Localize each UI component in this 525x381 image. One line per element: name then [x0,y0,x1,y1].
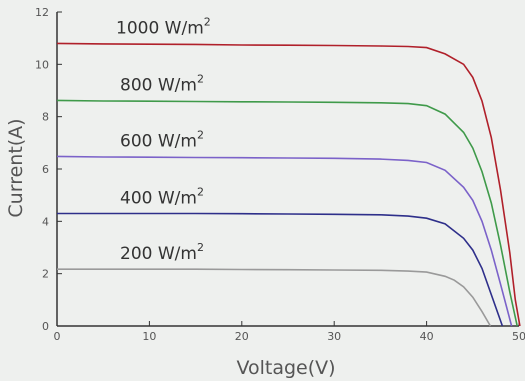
x-axis-title: Voltage(V) [236,357,335,379]
x-tick-label: 10 [142,330,156,343]
x-tick-label: 30 [327,330,341,343]
series-label: 800 W/m2 [120,72,204,95]
series-line [57,212,504,327]
series-line [56,99,518,327]
x-tick-label: 0 [54,330,61,343]
y-tick-label: 4 [42,215,49,228]
series-line [56,42,521,327]
y-tick-label: 8 [42,111,49,124]
y-axis-title: Current(A) [5,118,27,217]
series-line [57,268,492,327]
series-label: 200 W/m2 [120,241,204,264]
y-tick-label: 6 [42,163,49,176]
y-tick-label: 2 [42,268,49,281]
series-label: 600 W/m2 [120,128,204,151]
x-tick-label: 40 [420,330,434,343]
series-line [56,155,513,327]
y-tick-label: 0 [42,320,49,333]
y-tick-label: 12 [35,6,49,19]
x-tick-label: 20 [235,330,249,343]
x-tick-label: 50 [512,330,525,343]
series-label: 400 W/m2 [120,185,204,208]
plot-area: 0 10 20 30 40 50 0 2 4 6 8 10 12 1000 W/m2 800 W/m2 600… [35,6,525,343]
y-tick-label: 10 [35,58,49,71]
series-label: 1000 W/m2 [116,15,211,38]
